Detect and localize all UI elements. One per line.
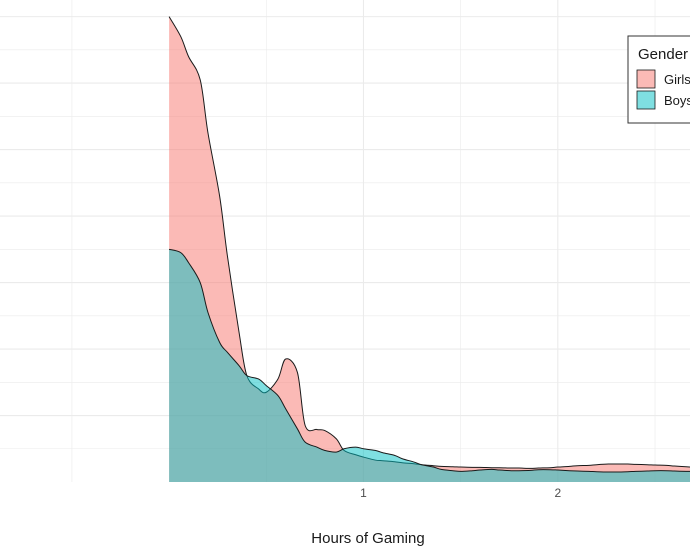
- x-axis-ticks: 123: [360, 486, 561, 500]
- x-axis-title: Hours of Gaming: [311, 530, 424, 547]
- x-tick-label: 1: [360, 486, 367, 500]
- legend-swatch-boys: [636, 90, 656, 110]
- legend: Gender Girls Boys: [627, 35, 690, 124]
- grid-lines: [0, 0, 690, 482]
- legend-label-girls: Girls: [664, 72, 690, 87]
- density-areas: [168, 16, 690, 482]
- density-line-boys: [168, 248, 690, 473]
- density-area-boys: [169, 249, 690, 482]
- legend-label-boys: Boys: [664, 93, 690, 108]
- x-tick-label: 2: [554, 486, 561, 500]
- legend-swatch-girls: [636, 69, 656, 89]
- legend-title: Gender: [638, 46, 688, 63]
